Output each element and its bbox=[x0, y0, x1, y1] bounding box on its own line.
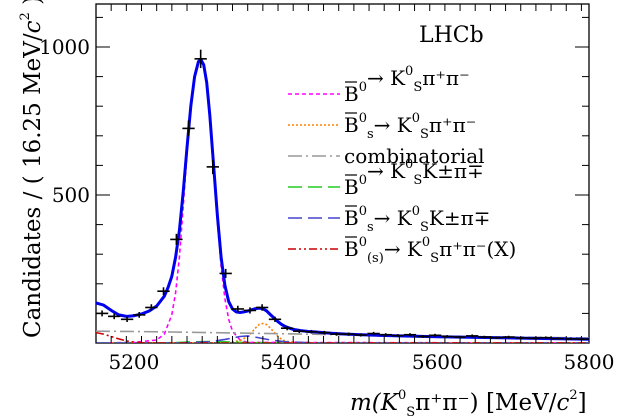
data-point bbox=[120, 316, 134, 322]
data-point bbox=[539, 336, 552, 339]
legend-label: B0→ K0Sπ⁺π⁻ bbox=[344, 64, 470, 106]
data-point bbox=[133, 311, 146, 318]
data-point bbox=[145, 304, 158, 311]
legend-entry: B0→ K0SK±π∓ bbox=[288, 157, 484, 199]
data-point bbox=[108, 313, 121, 320]
data-point bbox=[428, 333, 442, 337]
x-tick-label: 5200 bbox=[108, 350, 159, 374]
legend-entry: B0s→ K0SK±π∓ bbox=[288, 204, 491, 235]
data-point bbox=[293, 329, 306, 334]
total-fit-curve bbox=[96, 56, 589, 341]
data-point bbox=[453, 335, 466, 339]
legend: B0→ K0Sπ⁺π⁻ B0s→ K0Sπ⁺π⁻combinatorialB0→ … bbox=[288, 64, 516, 266]
legend-entry: combinatorial bbox=[288, 144, 485, 168]
x-axis-title-text: m(K0Sπ⁺π⁻) [MeV/c2] bbox=[350, 388, 587, 419]
data-point bbox=[219, 268, 232, 278]
legend-label: B0(s)→ K0Sπ⁺π⁻(X) bbox=[344, 235, 516, 266]
x-tick-label: 5400 bbox=[260, 350, 311, 374]
data-point bbox=[527, 337, 540, 340]
legend-label: B0s→ K0Sπ⁺π⁻ bbox=[344, 111, 476, 142]
data-point bbox=[576, 338, 590, 341]
data-point bbox=[330, 332, 343, 336]
data-point bbox=[305, 329, 318, 334]
legend-entry: B0(s)→ K0Sπ⁺π⁻(X) bbox=[288, 235, 516, 266]
x-tick-label: 5800 bbox=[564, 350, 615, 374]
x-tick-label: 5600 bbox=[412, 350, 463, 374]
data-points bbox=[95, 49, 590, 341]
data-point bbox=[280, 326, 294, 331]
data-point bbox=[194, 49, 207, 69]
data-point bbox=[354, 333, 367, 337]
axis-ticks: 5200 5400 5600 5800 500 1000 bbox=[39, 4, 614, 374]
data-point bbox=[206, 159, 219, 175]
data-point bbox=[255, 304, 269, 311]
y-axis-title-text: Candidates / ( 16.25 MeV/c2 ) bbox=[18, 0, 46, 338]
fit-curves bbox=[96, 56, 589, 343]
data-point bbox=[379, 333, 392, 337]
lhcb-label: LHCb bbox=[419, 23, 484, 48]
data-point bbox=[367, 331, 380, 336]
legend-entry: B0s→ K0Sπ⁺π⁻ bbox=[288, 111, 476, 142]
data-point bbox=[551, 337, 565, 340]
data-point bbox=[403, 333, 417, 337]
y-tick-label: 1000 bbox=[39, 35, 90, 59]
data-point bbox=[391, 334, 405, 338]
data-point bbox=[502, 335, 515, 339]
data-point bbox=[157, 287, 170, 296]
plot-border bbox=[95, 3, 590, 344]
data-point bbox=[490, 336, 503, 339]
legend-entry: B0→ K0Sπ⁺π⁻ bbox=[288, 64, 470, 106]
data-point bbox=[416, 335, 430, 338]
data-point bbox=[182, 120, 195, 137]
data-point bbox=[170, 233, 183, 245]
y-axis-title: Candidates / ( 16.25 MeV/c2 ) bbox=[18, 0, 46, 338]
legend-label: B0→ K0SK±π∓ bbox=[344, 157, 484, 199]
data-point bbox=[441, 335, 454, 338]
data-point bbox=[318, 330, 331, 335]
x-axis-title: m(K0Sπ⁺π⁻) [MeV/c2] bbox=[350, 388, 587, 419]
data-point bbox=[243, 307, 257, 314]
data-point bbox=[342, 332, 355, 336]
legend-label: combinatorial bbox=[344, 144, 485, 168]
data-point bbox=[478, 335, 491, 339]
data-point bbox=[466, 334, 479, 338]
plot-frame bbox=[95, 3, 590, 344]
data-point bbox=[231, 305, 244, 313]
y-tick-label: 500 bbox=[52, 183, 90, 207]
data-point bbox=[268, 316, 282, 322]
data-point bbox=[515, 336, 528, 340]
component-curve-0 bbox=[96, 58, 589, 343]
legend-label: B0s→ K0SK±π∓ bbox=[344, 204, 491, 235]
